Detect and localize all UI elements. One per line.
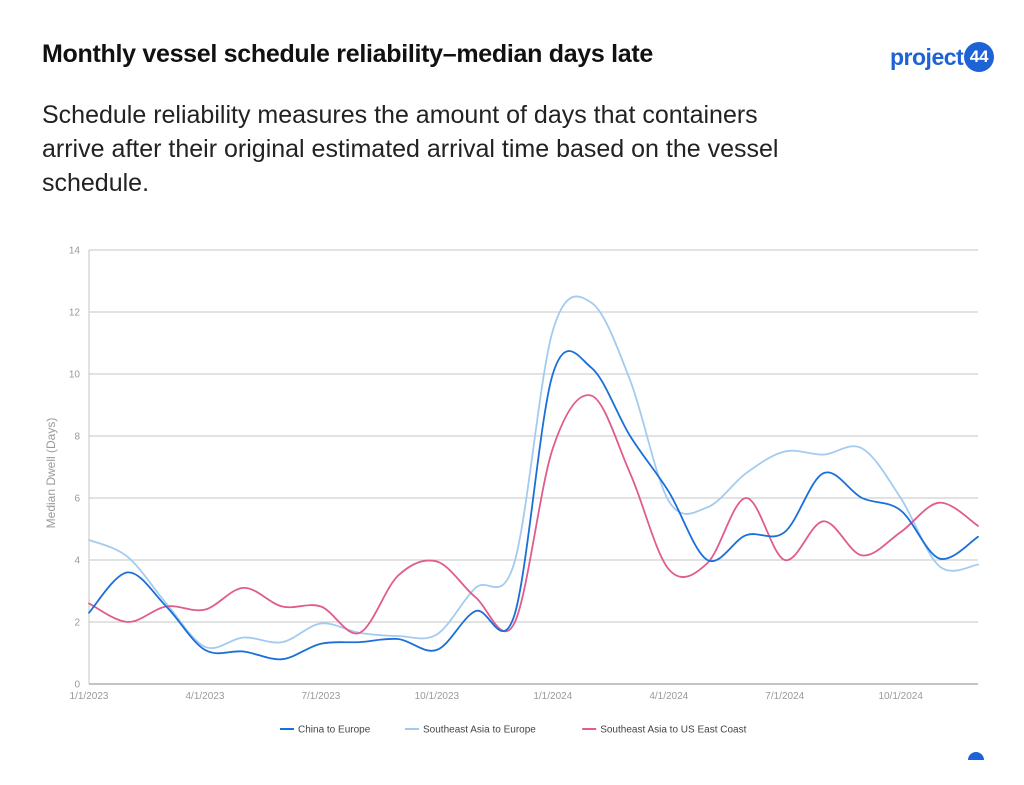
- y-tick-label: 14: [69, 246, 81, 257]
- x-tick-label: 4/1/2024: [649, 691, 688, 702]
- page-subtitle: Schedule reliability measures the amount…: [42, 101, 779, 197]
- y-tick-label: 12: [69, 308, 81, 319]
- x-tick-label: 1/1/2024: [533, 691, 572, 702]
- page-title: Monthly vessel schedule reliability–medi…: [42, 40, 654, 68]
- y-tick-label: 8: [74, 432, 80, 443]
- legend-label: China to Europe: [298, 725, 371, 736]
- x-tick-label: 10/1/2023: [415, 691, 460, 702]
- y-tick-label: 0: [74, 680, 80, 691]
- y-tick-label: 2: [74, 618, 80, 629]
- logo-text: project: [890, 43, 964, 70]
- series-line-southeast-asia-to-us-east-coast: [88, 394, 979, 635]
- y-tick-label: 10: [69, 370, 81, 381]
- y-tick-label: 4: [74, 556, 80, 567]
- y-tick-label: 6: [74, 494, 80, 505]
- x-tick-label: 10/1/2024: [878, 691, 923, 702]
- project44-logo: project 44: [890, 40, 995, 74]
- x-tick-label: 4/1/2023: [185, 691, 224, 702]
- series-line-china-to-europe: [88, 350, 979, 661]
- legend-label: Southeast Asia to US East Coast: [600, 725, 746, 736]
- x-tick-label: 7/1/2023: [301, 691, 340, 702]
- legend-label: Southeast Asia to Europe: [423, 725, 536, 736]
- x-tick-label: 1/1/2023: [70, 691, 109, 702]
- x-tick-label: 7/1/2024: [765, 691, 804, 702]
- y-axis-label: Median Dwell (Days): [44, 418, 58, 529]
- logo-badge: 44: [964, 42, 995, 72]
- series-line-southeast-asia-to-europe: [88, 295, 979, 649]
- corner-decoration: [968, 752, 984, 760]
